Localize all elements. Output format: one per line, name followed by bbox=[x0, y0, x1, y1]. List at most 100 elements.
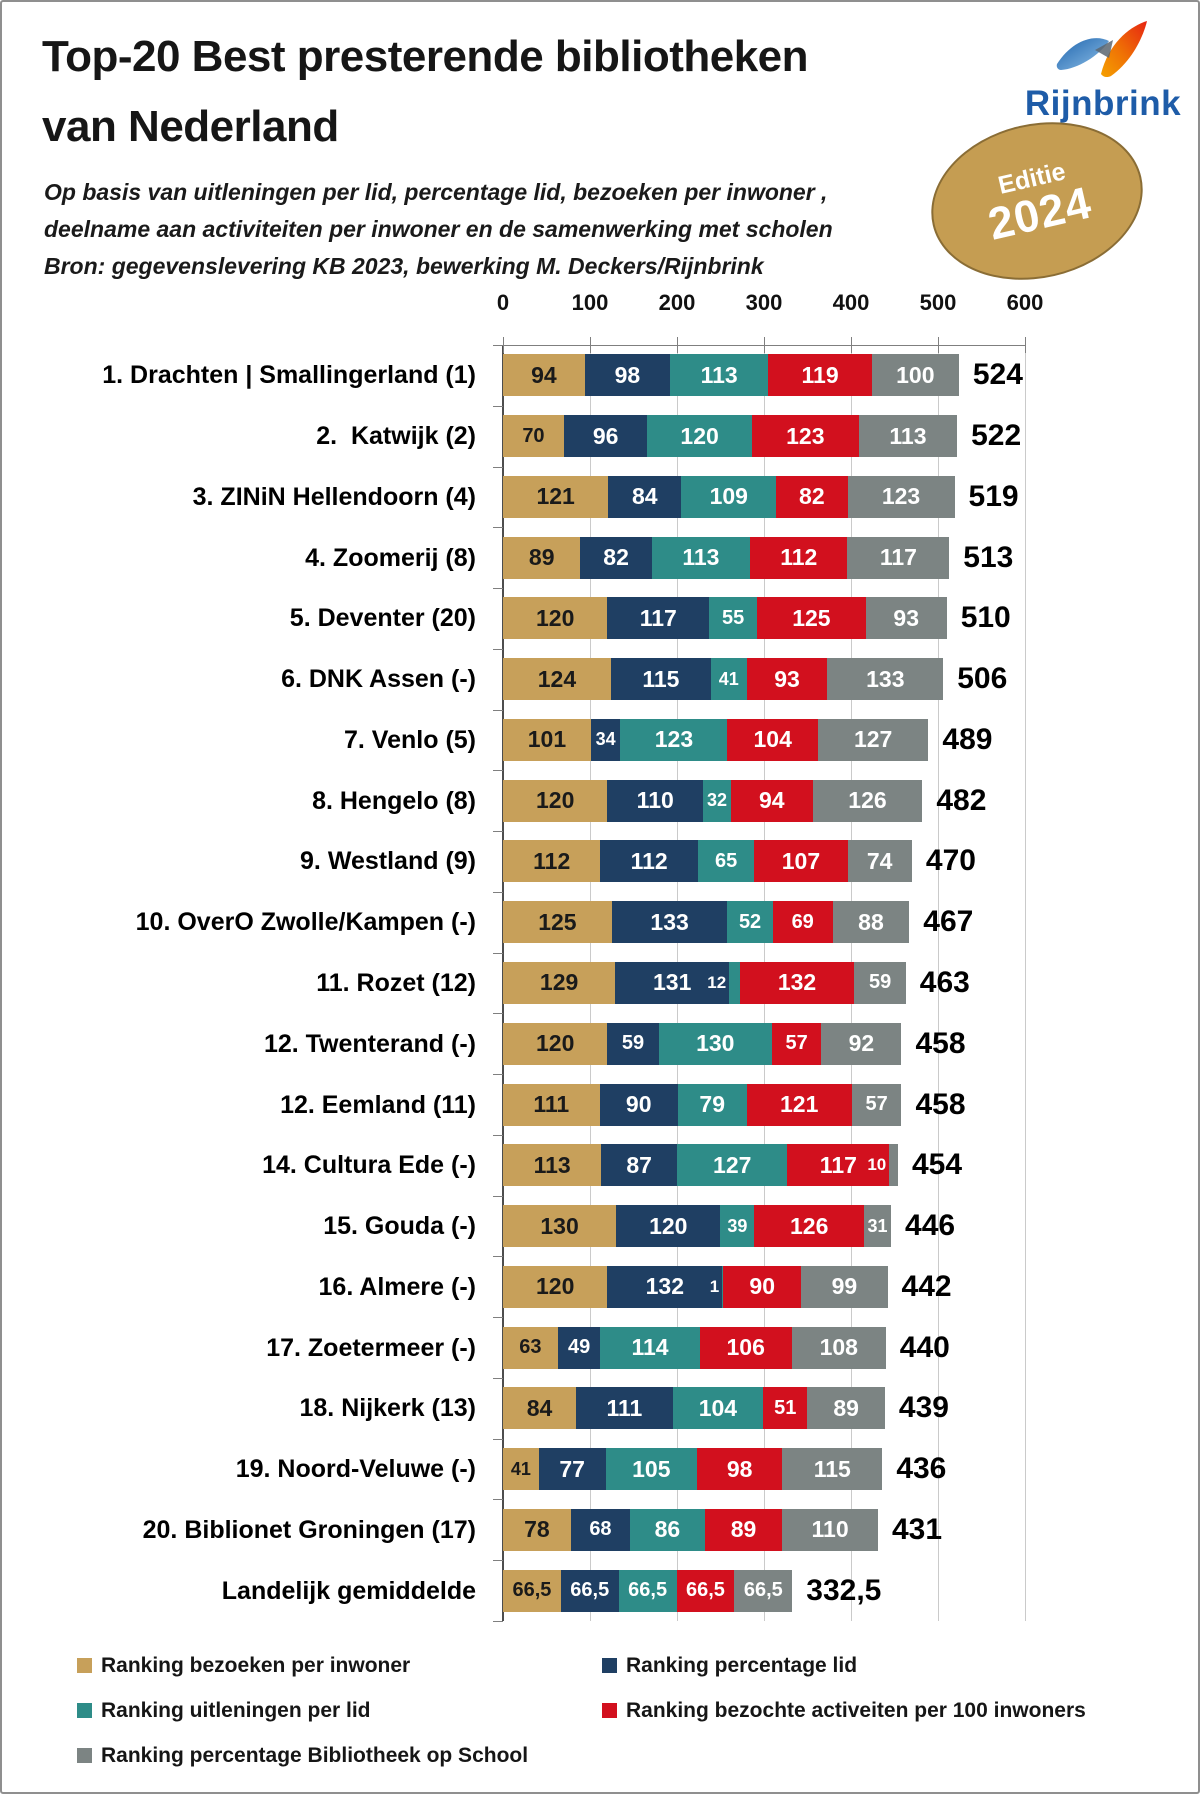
bar-segment-value: 112 bbox=[630, 847, 668, 874]
category-tick bbox=[493, 891, 503, 893]
bar-segment: 66,5 bbox=[618, 1569, 677, 1612]
bar-segment: 66,5 bbox=[676, 1569, 735, 1612]
bar-segment-value: 126 bbox=[848, 787, 887, 814]
row-label: 18. Nijkerk (13) bbox=[299, 1394, 477, 1423]
bar-row: 41 77 105 98 115 bbox=[503, 1448, 883, 1491]
bar-segment: 69 bbox=[772, 901, 833, 944]
row-total: 332,5 bbox=[806, 1573, 882, 1607]
bar-segment: 104 bbox=[672, 1387, 764, 1430]
bar-segment: 59 bbox=[854, 961, 906, 1004]
legend-swatch bbox=[602, 1658, 617, 1673]
category-tick bbox=[493, 1499, 503, 1501]
bar-segment: 123 bbox=[847, 475, 955, 518]
bar-segment: 89 bbox=[807, 1387, 885, 1430]
legend-label: Ranking percentage lid bbox=[626, 1654, 858, 1677]
row-total: 463 bbox=[919, 965, 970, 999]
category-tick bbox=[493, 770, 503, 772]
row-label: 3. ZINiN Hellendoorn (4) bbox=[192, 482, 476, 511]
bar-segment: 132 bbox=[607, 1265, 723, 1308]
category-tick bbox=[493, 831, 503, 833]
bar-segment: 130 bbox=[658, 1022, 772, 1065]
row-total: 519 bbox=[968, 479, 1019, 513]
bar-segment-value: 123 bbox=[654, 726, 694, 753]
bar-segment-value: 89 bbox=[833, 1394, 859, 1421]
x-axis-label: 400 bbox=[832, 290, 870, 315]
bar-segment: 113 bbox=[651, 536, 751, 579]
bar-segment: 126 bbox=[812, 779, 923, 822]
bar-segment-value: 110 bbox=[811, 1516, 849, 1543]
bar-segment: 84 bbox=[503, 1387, 577, 1430]
bar-segment-value: 89 bbox=[730, 1516, 757, 1543]
row-total: 440 bbox=[899, 1330, 950, 1364]
bar-segment: 121 bbox=[503, 475, 609, 518]
bar-row: 112 112 65 107 74 bbox=[503, 840, 912, 883]
bar-segment-value: 66,5 bbox=[628, 1579, 668, 1602]
legend-item: Ranking percentage lid bbox=[602, 1654, 857, 1678]
row-label: 5. Deventer (20) bbox=[289, 604, 476, 633]
bar-segment-value: 93 bbox=[893, 604, 920, 631]
bar-segment: 96 bbox=[563, 415, 648, 458]
bar-segment: 117 bbox=[847, 536, 950, 579]
bar-row: 113 87 127 117 10 bbox=[503, 1144, 898, 1187]
bar-row: 101 34 123 104 127 bbox=[503, 718, 929, 761]
bar-segment-value: 113 bbox=[682, 544, 720, 571]
bar-row: 120 132 1 90 99 bbox=[503, 1265, 888, 1308]
category-tick bbox=[493, 648, 503, 650]
bar-segment-value: 90 bbox=[749, 1273, 776, 1300]
bar-segment: 57 bbox=[771, 1022, 822, 1065]
bar-segment: 110 bbox=[782, 1508, 878, 1551]
row-label: 20. Biblionet Groningen (17) bbox=[142, 1515, 476, 1544]
bar-segment: 89 bbox=[704, 1508, 783, 1551]
bar-segment: 90 bbox=[723, 1265, 802, 1308]
bar-segment: 93 bbox=[865, 597, 947, 640]
bar-segment: 31 bbox=[864, 1205, 891, 1248]
bar-segment-value: 94 bbox=[531, 361, 557, 388]
bar-segment-value: 77 bbox=[559, 1455, 585, 1482]
bar-segment: 41 bbox=[503, 1448, 539, 1491]
bar-segment-value: 31 bbox=[867, 1215, 888, 1236]
page-subtitle: Op basis van uitleningen per lid, percen… bbox=[44, 174, 904, 285]
bar-segment: 113 bbox=[503, 1144, 602, 1187]
bar-segment-value: 114 bbox=[631, 1334, 669, 1361]
category-tick bbox=[493, 709, 503, 711]
bar-segment: 112 bbox=[750, 536, 848, 579]
category-tick bbox=[493, 1134, 503, 1136]
row-total: 439 bbox=[898, 1391, 949, 1425]
bar-segment: 120 bbox=[503, 1022, 608, 1065]
bar-segment-value: 99 bbox=[831, 1273, 858, 1300]
bar-segment-value: 55 bbox=[721, 606, 745, 629]
row-total: 470 bbox=[925, 844, 976, 878]
category-tick bbox=[493, 1438, 503, 1440]
bar-segment: 130 bbox=[503, 1205, 617, 1248]
legend-swatch bbox=[77, 1748, 92, 1763]
bar-segment-value: 110 bbox=[636, 787, 674, 814]
bar-segment-value: 10 bbox=[867, 1155, 887, 1175]
bar-segment-value: 112 bbox=[780, 544, 818, 571]
row-total: 522 bbox=[971, 419, 1022, 453]
bar-segment-value: 74 bbox=[866, 847, 893, 874]
bar-segment-value: 107 bbox=[781, 847, 821, 874]
bar-segment: 84 bbox=[608, 475, 682, 518]
bar-segment: 124 bbox=[503, 658, 611, 701]
bar-segment-value: 132 bbox=[777, 969, 817, 996]
bar-segment: 129 bbox=[503, 961, 616, 1004]
bar-segment: 120 bbox=[616, 1205, 721, 1248]
category-tick bbox=[493, 1256, 503, 1258]
x-axis-label: 300 bbox=[745, 290, 783, 315]
bar-row: 124 115 41 93 133 bbox=[503, 658, 944, 701]
row-label: 12. Eemland (11) bbox=[280, 1090, 476, 1119]
bar-segment: 100 bbox=[871, 354, 959, 397]
bar-segment: 92 bbox=[821, 1022, 902, 1065]
bar-segment-value: 117 bbox=[639, 604, 677, 631]
legend-swatch bbox=[77, 1658, 92, 1673]
bar-segment: 90 bbox=[599, 1083, 678, 1126]
page-title: Top-20 Best presterende bibliotheken van … bbox=[42, 22, 942, 162]
bar-segment-value: 123 bbox=[881, 483, 921, 510]
row-label: 10. OverO Zwolle/Kampen (-) bbox=[135, 908, 476, 937]
subtitle-line: deelname aan activiteiten per inwoner en… bbox=[44, 216, 833, 242]
bar-segment: 107 bbox=[754, 840, 848, 883]
row-total: 454 bbox=[911, 1148, 963, 1182]
bar-segment-value: 34 bbox=[595, 729, 616, 750]
row-total: 431 bbox=[891, 1512, 943, 1546]
